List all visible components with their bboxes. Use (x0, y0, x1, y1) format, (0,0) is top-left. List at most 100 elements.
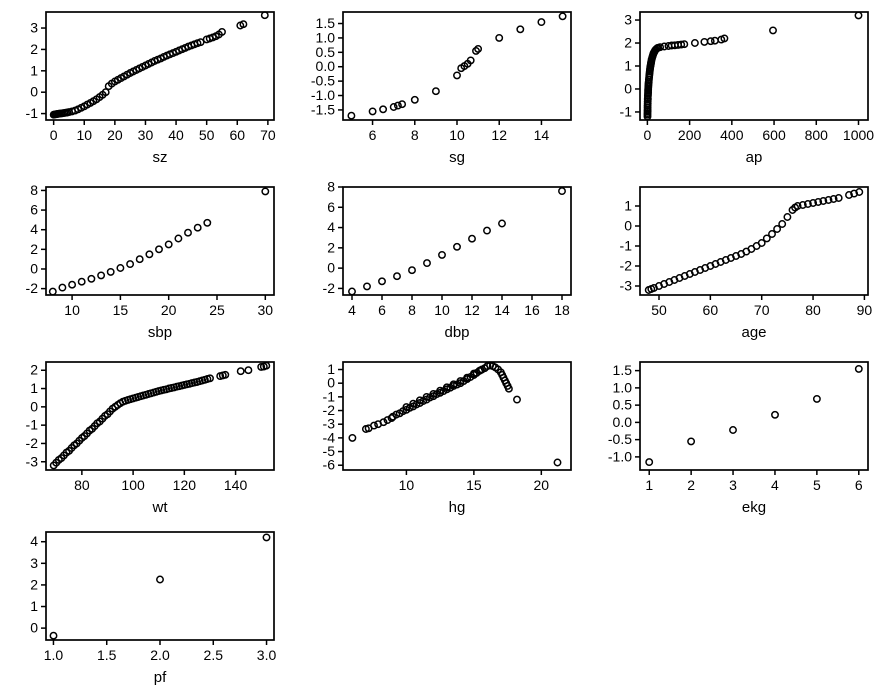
data-point (261, 187, 270, 196)
data-point (135, 255, 144, 264)
data-point (156, 575, 164, 584)
data-point (236, 367, 245, 376)
data-point (218, 27, 226, 36)
data-point (383, 416, 392, 425)
data-point (824, 196, 833, 204)
data-point (260, 11, 269, 20)
y-tick-label: 1 (624, 58, 632, 74)
data-point (97, 271, 106, 280)
plot-ekg: 1 2 3 4 5 6 -1.0-0.50.00.5 1.01.5 ekg (608, 361, 869, 516)
y-tick-label: 1 (30, 62, 38, 78)
x-tick-label: 4 (771, 477, 779, 493)
x-tick-label: 8 (411, 127, 419, 143)
y-tick-label: -6 (323, 457, 336, 473)
x-tick-label: 14 (534, 127, 550, 143)
y-tick-label: -1 (620, 103, 633, 119)
data-point (126, 260, 135, 269)
y-tick-label: 1 (30, 598, 38, 614)
data-point (155, 245, 163, 254)
x-tick-label: 80 (805, 302, 821, 318)
data-point (174, 234, 183, 243)
y-tick-label: 6 (30, 202, 38, 218)
y-tick-label: -4 (323, 429, 336, 445)
data-point (239, 20, 248, 29)
data-point (379, 418, 388, 427)
data-point (449, 380, 458, 389)
x-tick-label: 2.0 (150, 647, 170, 663)
y-tick-label: 3 (624, 12, 632, 28)
data-point (778, 220, 787, 228)
data-point (244, 366, 253, 375)
plot-ap: 0 200 400 600 800 1000 -1 0 1 2 3 ap (620, 11, 874, 166)
x-axis-label-hg: hg (449, 499, 466, 516)
data-point (537, 18, 546, 27)
plot-sbp: 10 15 20 25 30 -2 0 2 4 6 8 sbp (26, 182, 275, 341)
data-point (483, 226, 491, 235)
data-point (513, 395, 521, 404)
data-point (408, 266, 416, 275)
y-tick-label: 2 (327, 239, 335, 255)
data-point (184, 228, 192, 237)
data-point (677, 40, 686, 49)
x-axis-label-ekg: ekg (742, 499, 766, 516)
data-point (476, 366, 485, 375)
x-tick-label: 10 (399, 477, 415, 493)
data-point (262, 533, 271, 542)
x-axis-label-dbp: dbp (444, 324, 469, 341)
x-tick-label: 6 (855, 477, 863, 493)
data-point (48, 287, 57, 296)
x-tick-label: 25 (209, 302, 225, 318)
data-point (771, 410, 779, 419)
data-point (729, 426, 737, 434)
x-tick-label: 1.0 (44, 647, 64, 663)
data-point (370, 421, 378, 430)
x-tick-label: 12 (491, 127, 507, 143)
data-point (453, 242, 461, 251)
x-tick-label: 140 (224, 477, 248, 493)
x-tick-label: 40 (168, 127, 184, 143)
y-tick-label: 0 (624, 218, 632, 234)
panel-wt: 80 100 120 140 -3 -2 -1 0 1 2 wt (0, 350, 297, 522)
data-point (819, 197, 828, 205)
data-point (854, 364, 863, 373)
y-tick-label: 3 (30, 20, 38, 36)
data-point (687, 437, 696, 446)
x-tick-label: 90 (857, 302, 873, 318)
data-point (814, 198, 823, 206)
y-tick-label: 0.0 (316, 58, 336, 74)
x-tick-label: 100 (121, 477, 145, 493)
data-point (363, 282, 371, 291)
plot-wt: 80 100 120 140 -3 -2 -1 0 1 2 wt (26, 361, 275, 516)
y-tick-label: 1.5 (316, 15, 336, 31)
y-tick-label: 4 (327, 219, 335, 235)
data-point (773, 225, 782, 233)
data-point (854, 11, 863, 20)
data-point (378, 277, 386, 286)
data-point (558, 187, 566, 196)
x-tick-label: 1000 (843, 127, 874, 143)
y-tick-label: 0 (30, 398, 38, 414)
data-point (720, 34, 729, 43)
x-tick-label: 60 (229, 127, 245, 143)
data-point (68, 280, 77, 289)
data-point (415, 396, 424, 405)
data-point (466, 56, 475, 65)
x-tick-label: 400 (720, 127, 744, 143)
panel-hg: 10 15 20 -6 -5 -4 -3 -2 -1 0 1 hg (297, 350, 594, 522)
data-point (845, 191, 853, 199)
data-point (116, 264, 125, 272)
data-point (106, 267, 115, 276)
data-point (645, 458, 654, 467)
x-tick-label: 4 (348, 302, 356, 318)
y-tick-label: -1 (26, 417, 39, 433)
data-point (393, 101, 402, 110)
panel-sz: 0 10 20 30 40 50 60 70 -1 0 1 2 3 sz (0, 0, 297, 172)
data-point (456, 377, 465, 386)
data-point (516, 25, 525, 34)
data-point (206, 374, 214, 383)
panel-ekg: 1 2 3 4 5 6 -1.0 -0.5 0.0 0.5 1.0 1.5 ekg (594, 350, 891, 522)
x-tick-label: 20 (161, 302, 177, 318)
data-point (809, 199, 818, 207)
x-axis-label-ap: ap (746, 149, 763, 166)
y-tick-label: 1 (624, 198, 632, 214)
